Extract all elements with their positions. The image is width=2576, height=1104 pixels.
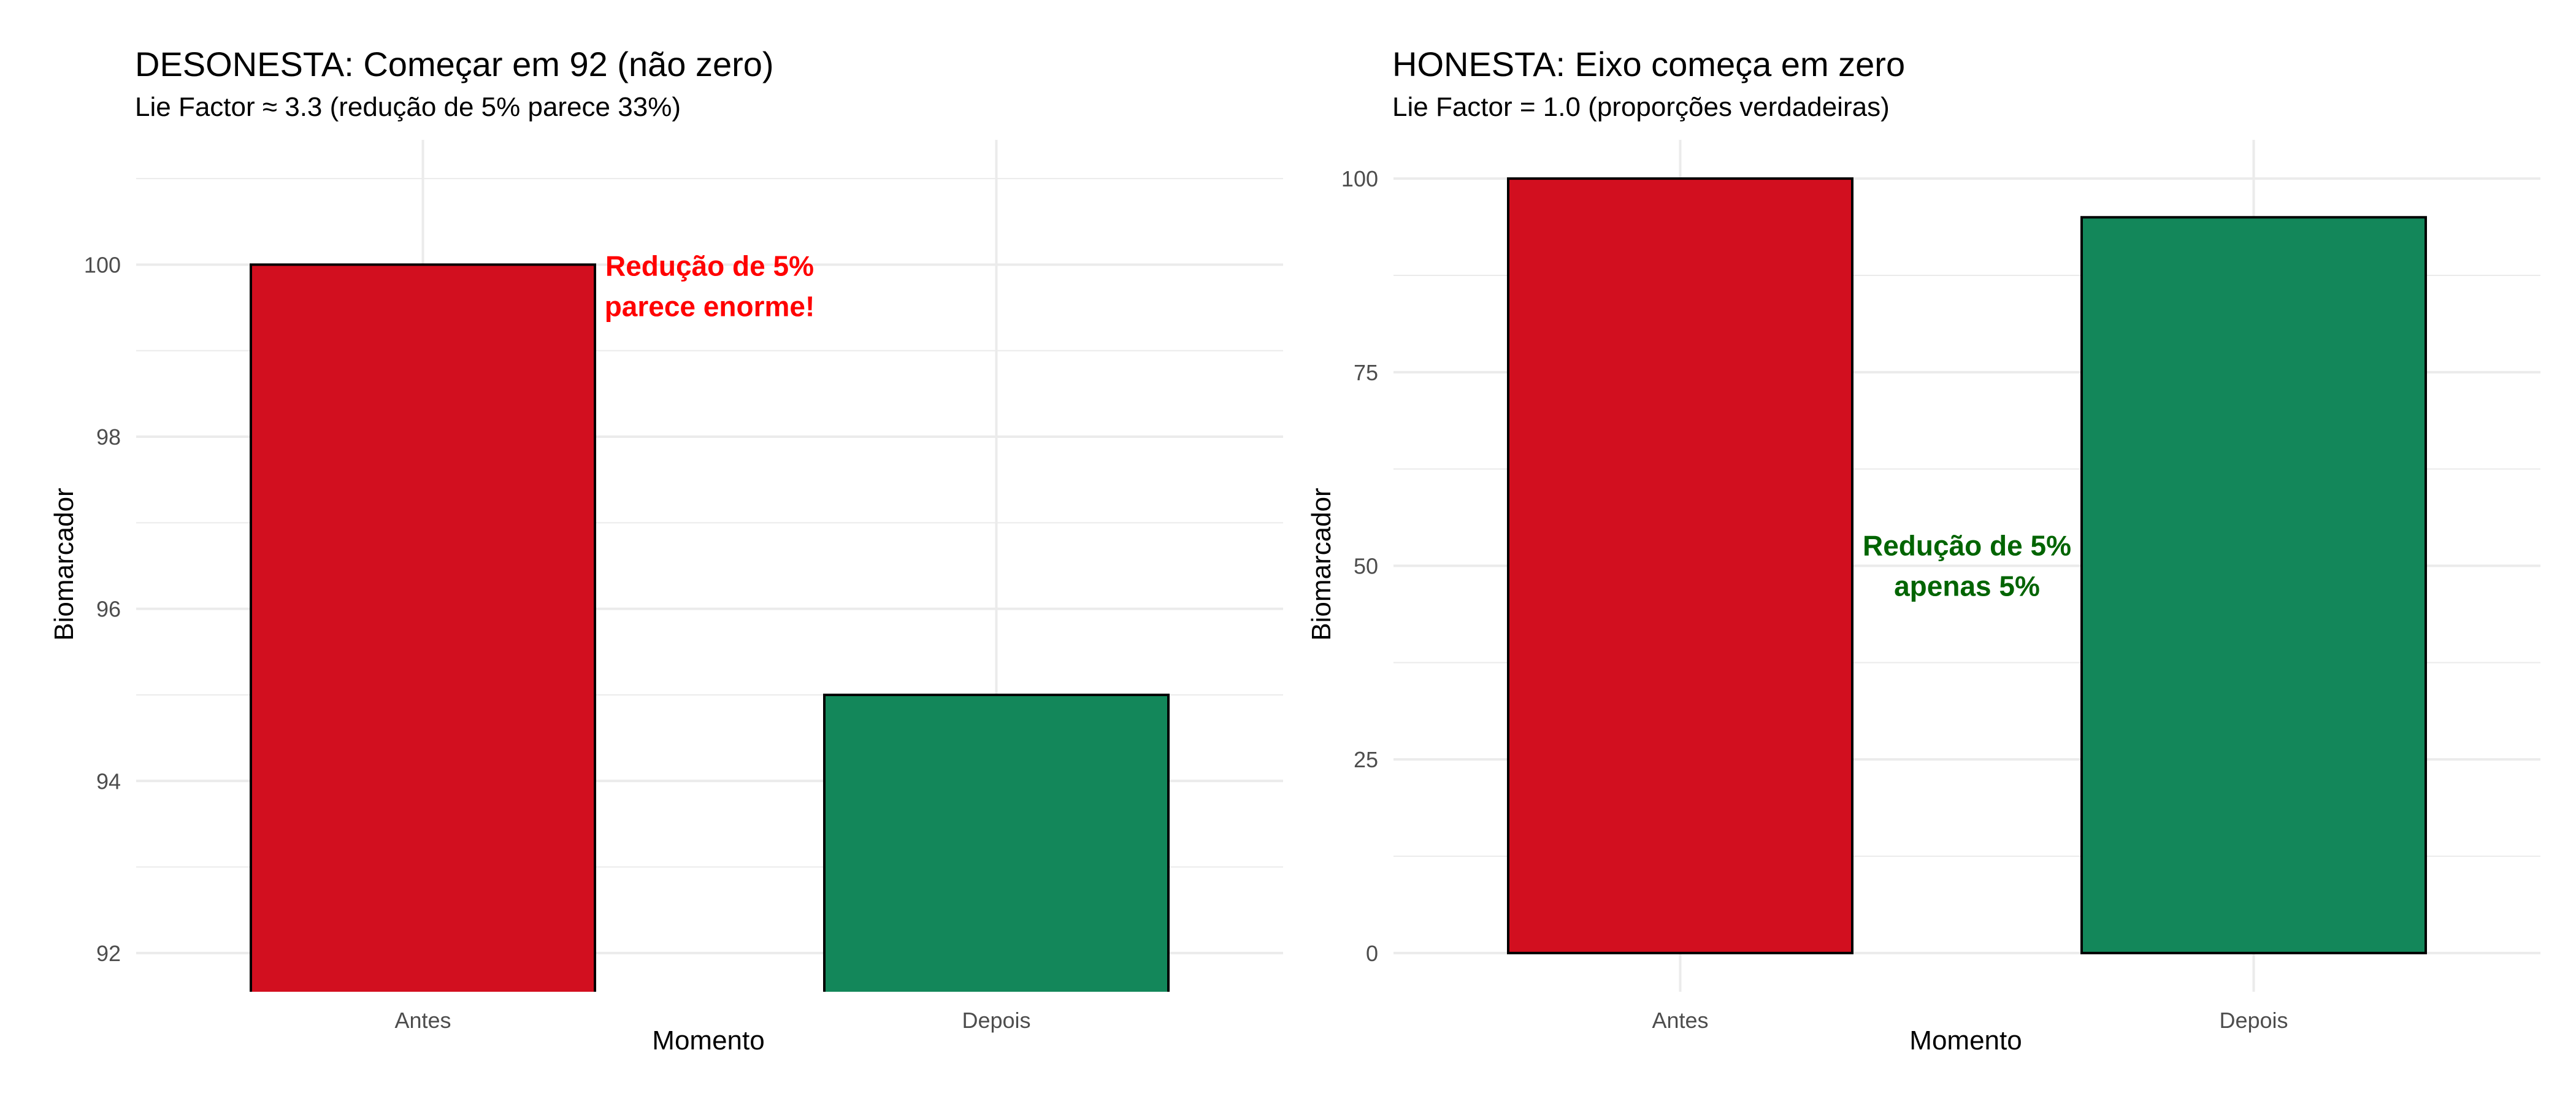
bars bbox=[250, 263, 1170, 992]
bars bbox=[1507, 177, 2427, 954]
honest-chart-panel: HONESTA: Eixo começa em zero Lie Factor … bbox=[1288, 0, 2576, 1104]
y-tick-label: 75 bbox=[1354, 360, 1378, 385]
y-tick-label: 50 bbox=[1354, 554, 1378, 579]
chart-title: HONESTA: Eixo começa em zero bbox=[1392, 45, 1906, 83]
y-axis-label: Biomarcador bbox=[1306, 488, 1336, 641]
dishonest-chart-panel: DESONESTA: Começar em 92 (não zero) Lie … bbox=[49, 45, 1283, 1056]
bar-depois bbox=[2080, 216, 2427, 954]
x-tick-label: Antes bbox=[1652, 1008, 1708, 1033]
chart-title: DESONESTA: Começar em 92 (não zero) bbox=[135, 45, 774, 83]
annotation-text: Redução de 5% bbox=[1863, 530, 2071, 562]
bar-antes bbox=[1507, 177, 1853, 954]
dishonest-bar-chart: 92 94 96 98 100 Antes Depois Redução de 5% parec… bbox=[84, 140, 1283, 1033]
y-axis-label: Biomarcador bbox=[49, 488, 79, 641]
x-axis-label: Momento bbox=[652, 1025, 765, 1056]
chart-subtitle: Lie Factor ≈ 3.3 (redução de 5% parece 3… bbox=[135, 92, 681, 122]
x-tick-label: Depois bbox=[2219, 1008, 2288, 1033]
y-tick-label: 0 bbox=[1366, 941, 1378, 966]
y-tick-label: 100 bbox=[1341, 166, 1378, 191]
x-tick-label: Antes bbox=[394, 1008, 451, 1033]
y-tick-label: 100 bbox=[84, 252, 121, 277]
annotation-text: apenas 5% bbox=[1894, 570, 2040, 602]
y-tick-label: 25 bbox=[1354, 747, 1378, 772]
bar-depois bbox=[823, 693, 1170, 992]
x-axis-label: Momento bbox=[1909, 1025, 2022, 1056]
y-tick-label: 96 bbox=[96, 597, 121, 622]
x-tick-label: Depois bbox=[962, 1008, 1030, 1033]
annotation-text: Redução de 5% bbox=[605, 250, 814, 282]
annotation-text: parece enorme! bbox=[605, 291, 815, 323]
y-tick-label: 98 bbox=[96, 424, 121, 450]
bar-antes bbox=[250, 263, 596, 992]
honest-bar-chart: 0 25 50 75 100 Antes Depois Redução de 5% apenas… bbox=[1341, 140, 2540, 1033]
chart-subtitle: Lie Factor = 1.0 (proporções verdadeiras… bbox=[1392, 92, 1890, 122]
y-tick-label: 94 bbox=[96, 769, 121, 794]
y-tick-label: 92 bbox=[96, 941, 121, 966]
